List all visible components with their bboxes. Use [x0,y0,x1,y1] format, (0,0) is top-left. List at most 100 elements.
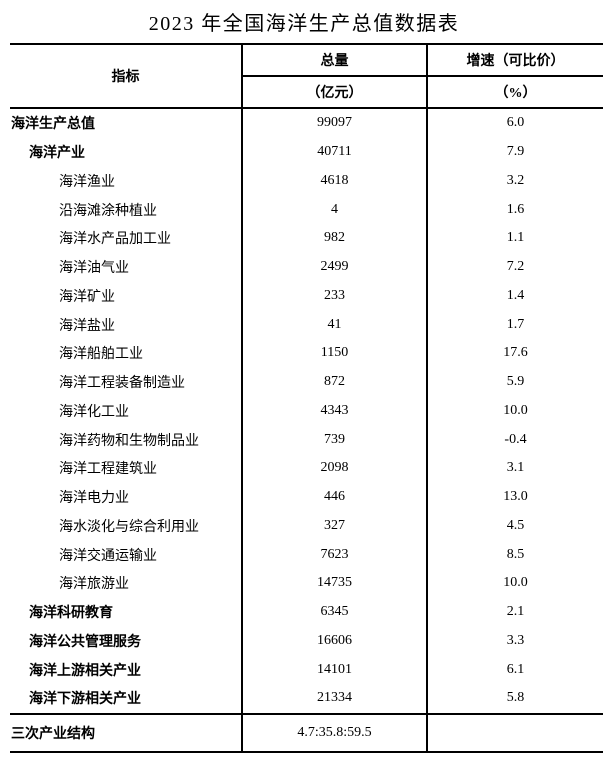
growth-cell: 1.7 [426,310,603,339]
indicator-cell: 海洋工程建筑业 [59,462,157,478]
table-row: 海洋水产品加工业 982 1.1 [10,224,603,253]
growth-cell: 1.1 [426,224,603,253]
table-row: 海洋工程装备制造业 872 5.9 [10,367,603,397]
table-row: 海洋产业 40711 7.9 [10,137,603,167]
total-cell: 4618 [241,166,427,196]
indicator-cell: 海洋生产总值 [11,117,95,133]
growth-cell: 1.6 [426,195,603,224]
table-row: 海洋渔业 4618 3.2 [10,166,603,196]
table-row: 海洋交通运输业 7623 8.5 [10,540,603,569]
table-row: 海洋工程建筑业 2098 3.1 [10,454,603,483]
header-growth-unit: （%） [426,76,603,108]
total-cell: 7623 [241,540,427,569]
table-row: 海洋船舶工业 1150 17.6 [10,339,603,368]
data-table: 指标 总量 增速（可比价） （亿元） （%） 海洋生产总值 99097 6.0 海洋产… [10,43,603,753]
table-row: 海洋旅游业 14735 10.0 [10,569,603,598]
footer-row: 三次产业结构 4.7:35.8:59.5 [10,713,603,752]
indicator-cell: 海洋下游相关产业 [29,692,141,708]
indicator-cell: 海洋船舶工业 [59,347,143,363]
table-row: 海洋科研教育 6345 2.1 [10,597,603,627]
total-cell: 982 [241,224,427,253]
header-row-2: （亿元） （%） [10,76,603,108]
total-cell: 99097 [241,108,427,138]
table-footer: 三次产业结构 4.7:35.8:59.5 [10,713,603,752]
total-cell: 4343 [241,396,427,426]
growth-cell: 8.5 [426,540,603,569]
total-cell: 6345 [241,597,427,627]
growth-cell: 1.4 [426,281,603,311]
indicator-cell: 海洋工程装备制造业 [59,376,185,392]
growth-cell: 13.0 [426,482,603,512]
growth-cell: 5.8 [426,684,603,714]
indicator-cell: 海洋盐业 [59,318,115,334]
footer-indicator-cell: 三次产业结构 [11,726,95,742]
indicator-cell: 海洋水产品加工业 [59,232,171,248]
table-row: 沿海滩涂种植业 4 1.6 [10,195,603,224]
page-title: 2023 年全国海洋生产总值数据表 [148,13,460,35]
indicator-cell: 海洋化工业 [59,404,129,420]
table-row: 海洋下游相关产业 21334 5.8 [10,684,603,714]
table-row: 海洋药物和生物制品业 739 -0.4 [10,425,603,454]
indicator-cell: 海洋电力业 [59,491,129,507]
total-cell: 14101 [241,655,427,684]
table-header: 指标 总量 增速（可比价） （亿元） （%） [10,44,603,108]
header-row-1: 指标 总量 增速（可比价） [10,44,603,85]
indicator-cell: 海洋油气业 [59,261,129,277]
growth-cell: 2.1 [426,597,603,627]
total-cell: 1150 [241,339,427,368]
indicator-cell: 海洋科研教育 [29,606,113,622]
growth-cell: 6.1 [426,655,603,684]
table-row: 海洋矿业 233 1.4 [10,281,603,311]
total-cell: 40711 [241,137,427,167]
header-growth: 增速（可比价） [426,44,603,77]
total-cell: 446 [241,482,427,512]
header-total-unit: （亿元） [241,76,427,108]
footer-total-cell: 4.7:35.8:59.5 [241,713,427,752]
total-cell: 16606 [241,626,427,656]
indicator-cell: 海洋上游相关产业 [29,663,141,679]
growth-cell: 6.0 [426,108,603,138]
table-row: 海洋油气业 2499 7.2 [10,252,603,282]
indicator-cell: 海洋产业 [29,146,85,162]
indicator-cell: 海洋交通运输业 [59,548,157,564]
total-cell: 233 [241,281,427,311]
indicator-cell: 沿海滩涂种植业 [59,203,157,219]
indicator-cell: 海水淡化与综合利用业 [59,519,199,535]
header-total: 总量 [241,44,427,77]
table-row: 海洋生产总值 99097 6.0 [10,108,603,138]
table-row: 海洋盐业 41 1.7 [10,310,603,339]
growth-cell: 7.9 [426,137,603,167]
table-row: 海洋化工业 4343 10.0 [10,396,603,426]
total-cell: 327 [241,511,427,541]
growth-cell: 3.2 [426,166,603,196]
growth-cell: 10.0 [426,569,603,598]
header-indicator: 指标 [111,70,140,85]
indicator-cell: 海洋公共管理服务 [29,634,141,650]
growth-cell: 3.3 [426,626,603,656]
growth-cell: 3.1 [426,454,603,483]
indicator-cell: 海洋渔业 [59,174,115,190]
indicator-cell: 海洋药物和生物制品业 [59,433,199,449]
growth-cell: 17.6 [426,339,603,368]
total-cell: 739 [241,425,427,454]
growth-cell: 5.9 [426,367,603,397]
growth-cell: 7.2 [426,252,603,282]
table-row: 海洋电力业 446 13.0 [10,482,603,512]
total-cell: 872 [241,367,427,397]
total-cell: 2098 [241,454,427,483]
table-row: 海洋公共管理服务 16606 3.3 [10,626,603,656]
total-cell: 41 [241,310,427,339]
growth-cell: 4.5 [426,511,603,541]
table-row: 海洋上游相关产业 14101 6.1 [10,655,603,684]
table-body: 海洋生产总值 99097 6.0 海洋产业 40711 7.9 海洋渔业 4618 3.2 沿海滩… [10,108,603,714]
total-cell: 14735 [241,569,427,598]
table-row: 海水淡化与综合利用业 327 4.5 [10,511,603,541]
total-cell: 4 [241,195,427,224]
growth-cell: -0.4 [426,425,603,454]
growth-cell: 10.0 [426,396,603,426]
total-cell: 21334 [241,684,427,714]
footer-growth-cell [426,713,603,752]
indicator-cell: 海洋矿业 [59,289,115,305]
indicator-cell: 海洋旅游业 [59,577,129,593]
